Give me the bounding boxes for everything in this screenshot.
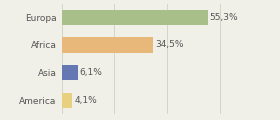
Bar [62,93,73,108]
Bar [62,10,207,25]
Text: 4,1%: 4,1% [74,96,97,105]
Bar [62,37,153,53]
Text: 34,5%: 34,5% [155,41,183,49]
Text: 55,3%: 55,3% [210,13,238,22]
Bar [62,65,78,80]
Text: 6,1%: 6,1% [80,68,103,77]
